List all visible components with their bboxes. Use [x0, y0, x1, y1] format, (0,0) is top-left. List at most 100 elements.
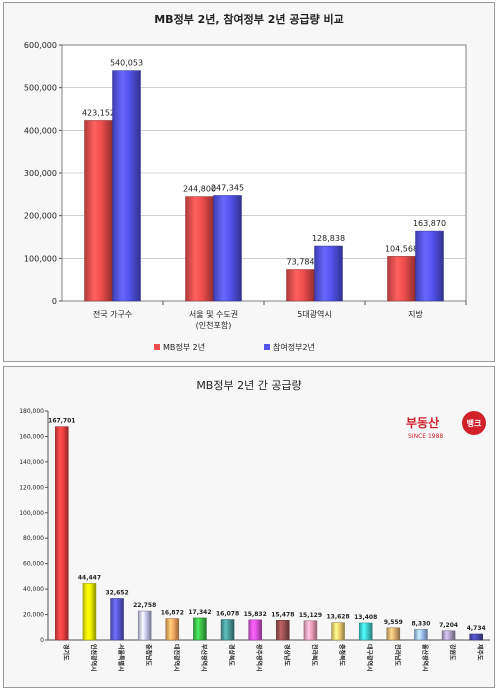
y-tick-label: 0 [40, 637, 44, 644]
bar [185, 196, 214, 302]
data-label: 15,832 [244, 611, 267, 618]
x-tick-label: 경상북도 [228, 644, 236, 667]
logo-since: SINCE 1988 [408, 433, 443, 440]
data-label: 9,559 [384, 619, 403, 626]
data-label: 244,800 [183, 185, 216, 194]
y-tick-label: 500,000 [24, 84, 57, 93]
bar [193, 617, 207, 641]
bar [331, 622, 345, 641]
data-label: 16,078 [216, 611, 239, 618]
legend-label: MB정부 2년 [163, 342, 205, 352]
bar [220, 619, 235, 641]
chart-panel-regional: MB정부 2년 간 공급량 부동산 뱅크 SINCE 1988 0 20,000 4… [3, 366, 495, 688]
data-label: 247,345 [211, 183, 244, 192]
chart-title: MB정부 2년, 참여정부 2년 공급량 비교 [154, 12, 344, 26]
bar [441, 630, 456, 641]
bar [213, 195, 242, 302]
bar [414, 629, 428, 641]
x-tick-label: 인천광역시 [89, 644, 97, 672]
bar [110, 598, 124, 641]
chart-title: MB정부 2년 간 공급량 [196, 379, 301, 392]
data-label: 104,568 [385, 244, 418, 253]
x-tick-label: 충청남도 [145, 644, 153, 667]
x-tick-label: 광주광역시 [255, 644, 263, 672]
x-tick-label: 경기도 [62, 644, 70, 661]
data-label: 15,478 [271, 611, 294, 618]
y-tick-label: 40,000 [23, 586, 44, 593]
x-tick-label: 전라북도 [310, 644, 318, 667]
data-label: 423,152 [82, 108, 115, 117]
bar [248, 619, 262, 641]
data-label: 7,204 [439, 622, 458, 629]
logo-badge-text: 뱅크 [467, 418, 482, 428]
data-label: 17,342 [188, 609, 211, 616]
logo-badge-icon [462, 411, 486, 435]
data-label: 32,652 [105, 589, 128, 596]
legend-swatch [154, 344, 160, 350]
bar [165, 618, 180, 641]
data-label: 22,758 [133, 602, 156, 609]
y-tick-label: 0 [52, 297, 57, 306]
bar [386, 627, 401, 641]
bar [82, 583, 97, 641]
bar [55, 426, 69, 641]
bar [137, 610, 152, 641]
y-tick-label: 200,000 [24, 212, 57, 221]
data-label: 13,628 [326, 614, 349, 621]
y-tick-label: 60,000 [23, 561, 44, 568]
x-tick-label: 전라남도 [393, 644, 401, 667]
chart-panel-comparison: MB정부 2년, 참여정부 2년 공급량 비교 부동산 뱅크 SINCE 198… [3, 2, 495, 362]
x-tick-label: (인천포함) [196, 320, 232, 330]
x-tick-label: 제주도 [476, 644, 484, 661]
x-tick-label: 대전광역시 [172, 644, 180, 672]
x-tick-label: 서울 및 수도권 [189, 309, 238, 319]
bar [303, 620, 318, 641]
data-label: 15,129 [299, 612, 322, 619]
data-label: 13,408 [354, 614, 377, 621]
bar [286, 269, 315, 302]
bar [314, 245, 343, 302]
y-tick-label: 600,000 [24, 41, 57, 50]
data-label: 128,838 [312, 234, 345, 243]
data-label: 16,872 [161, 610, 184, 617]
regional-chart: MB정부 2년 간 공급량 부동산 뱅크 SINCE 1988 0 20,000 4… [19, 379, 490, 672]
data-label: 4,734 [467, 625, 486, 632]
bar [112, 70, 141, 302]
data-label: 73,784 [287, 258, 315, 267]
bar [276, 620, 290, 641]
logo-text: 부동산 [406, 415, 439, 430]
y-tick-label: 160,000 [19, 433, 44, 440]
legend-label: 참여정부2년 [273, 342, 315, 352]
x-tick-label: 충청북도 [338, 644, 346, 667]
y-tick-label: 100,000 [24, 254, 57, 263]
x-tick-label: 서울특별시 [117, 644, 125, 672]
y-tick-label: 300,000 [24, 169, 57, 178]
y-tick-label: 20,000 [23, 612, 44, 619]
y-tick-label: 120,000 [19, 484, 44, 491]
x-tick-label: 부산광역시 [200, 644, 208, 672]
data-label: 44,447 [78, 574, 101, 581]
x-tick-label: 울산광역시 [421, 644, 429, 672]
x-tick-label: 강원도 [449, 644, 457, 661]
data-label: 167,701 [48, 418, 75, 425]
bar [358, 622, 373, 641]
y-tick-label: 100,000 [19, 510, 44, 517]
bar [415, 230, 444, 302]
brand-logo: 부동산 뱅크 SINCE 1988 [406, 411, 486, 440]
legend-swatch [264, 344, 270, 350]
bar [84, 120, 113, 302]
data-label: 163,870 [413, 219, 446, 228]
y-tick-label: 80,000 [23, 535, 44, 542]
x-tick-label: 경상남도 [283, 644, 291, 667]
bar [469, 633, 483, 641]
data-label: 540,053 [110, 59, 143, 68]
data-label: 8,330 [411, 620, 430, 627]
bar [387, 256, 416, 302]
x-tick-label: 전국 가구수 [93, 309, 132, 319]
x-tick-label: 대구광역시 [366, 644, 374, 672]
y-tick-label: 180,000 [19, 408, 44, 415]
x-tick-label: 5대광역시 [297, 309, 332, 319]
comparison-chart: MB정부 2년, 참여정부 2년 공급량 비교 부동산 뱅크 SINCE 198… [24, 12, 467, 352]
x-tick-label: 지방 [408, 309, 423, 319]
y-tick-label: 400,000 [24, 126, 57, 135]
